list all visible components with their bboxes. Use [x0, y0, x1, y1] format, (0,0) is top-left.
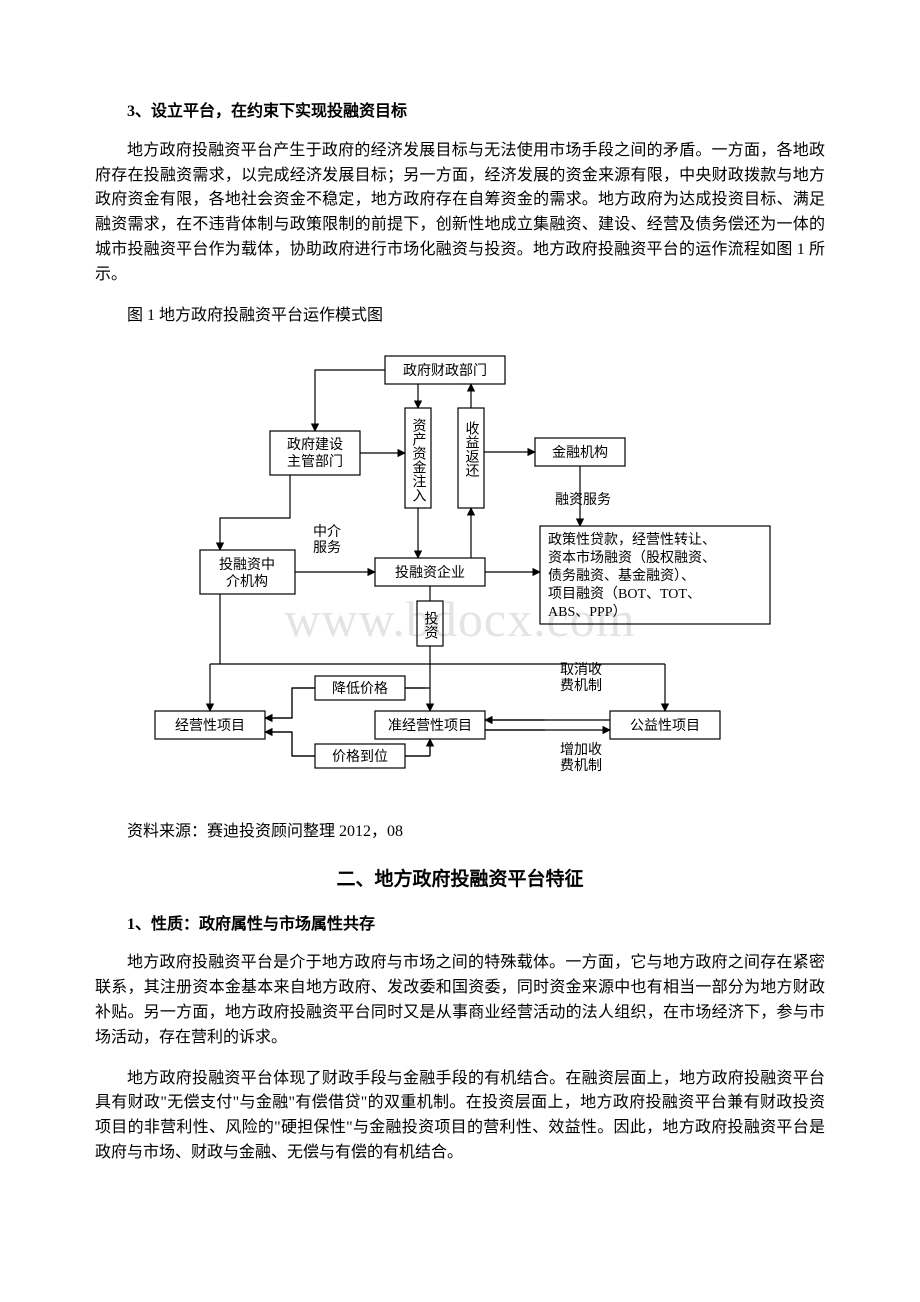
figure-source: 资料来源：赛迪投资顾问整理 2012，08	[95, 820, 825, 845]
label-add2: 费机制	[560, 758, 602, 774]
edge-op-price	[265, 732, 315, 756]
label-fin-inst: 金融机构	[552, 445, 608, 461]
label-invest: 投资	[423, 611, 439, 639]
edge-gb-inter	[220, 475, 290, 550]
sub1-p2: 地方政府投融资平台体现了财政手段与金融手段的有机结合。在融资层面上，地方政府投融…	[95, 1067, 825, 1166]
label-inter-serv1: 中介	[313, 524, 341, 540]
label-enterprise: 投融资企业	[395, 564, 465, 581]
figure-caption: 图 1 地方政府投融资平台运作模式图	[95, 304, 825, 329]
label-semi-proj: 准经营性项目	[388, 718, 472, 734]
sub1-p1: 地方政府投融资平台是介于地方政府与市场之间的特殊载体。一方面，它与地方政府之间存…	[95, 951, 825, 1050]
flow-diagram: 政府财政部门 政府建设 主管部门 资产资金注入 收益返还 金融机构 融资服务 投…	[140, 346, 780, 806]
label-lower-price: 降低价格	[332, 681, 388, 697]
label-list4: 项目融资（BOT、TOT、	[548, 586, 701, 602]
label-list3: 债务融资、基金融资）、	[548, 567, 695, 584]
label-cancel2: 费机制	[560, 678, 602, 694]
label-list1: 政策性贷款，经营性转让、	[548, 531, 716, 548]
label-gov-build1: 政府建设	[287, 437, 343, 453]
section3-heading: 3、设立平台，在约束下实现投融资目标	[95, 100, 825, 125]
label-add1: 增加收	[560, 742, 602, 758]
label-pub-proj: 公益性项目	[630, 718, 700, 734]
edge-op-lower	[265, 688, 315, 718]
section3-para: 地方政府投融资平台产生于政府的经济发展目标与无法使用市场手段之间的矛盾。一方面，…	[95, 139, 825, 288]
sub1-heading: 1、性质：政府属性与市场属性共存	[95, 913, 825, 938]
label-inter-serv2: 服务	[313, 540, 341, 556]
diagram-container: www.bdocx.com 政府财政部门 政府建设 主管部门 资产资金注入 收益…	[140, 346, 780, 806]
label-gov-finance: 政府财政部门	[403, 363, 487, 379]
edge-gf-gb	[315, 370, 385, 431]
label-fin-serv: 融资服务	[555, 492, 611, 508]
label-price-ok: 价格到位	[332, 749, 388, 765]
label-list5: ABS、PPP）	[548, 604, 627, 620]
label-inject: 资产资金注入	[411, 418, 427, 502]
label-return: 收益返还	[464, 421, 480, 478]
label-op-proj: 经营性项目	[175, 718, 245, 734]
label-inter1: 投融资中	[219, 557, 275, 573]
label-gov-build2: 主管部门	[287, 454, 343, 470]
label-list2: 资本市场融资（股权融资、	[548, 549, 716, 566]
part2-heading: 二、地方政府投融资平台特征	[95, 865, 825, 894]
label-inter2: 介机构	[226, 574, 268, 590]
